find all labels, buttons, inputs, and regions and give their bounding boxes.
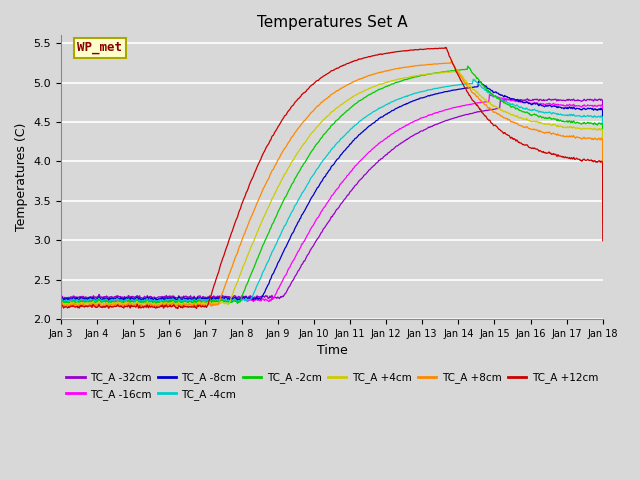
TC_A -16cm <box>530 100 538 106</box>
TC_A +12cm <box>530 145 538 151</box>
TC_A +12cm <box>289 103 296 108</box>
TC_A -4cm <box>289 208 296 214</box>
Text: WP_met: WP_met <box>77 41 122 54</box>
TC_A -32cm <box>265 295 273 301</box>
TC_A +12cm <box>119 304 127 310</box>
TC_A +8cm <box>530 126 538 132</box>
TC_A +4cm <box>151 301 159 307</box>
TC_A -16cm <box>289 259 296 265</box>
TC_A +8cm <box>588 136 596 142</box>
Line: TC_A -4cm: TC_A -4cm <box>61 79 603 388</box>
TC_A -8cm <box>530 101 538 107</box>
TC_A -16cm <box>588 102 596 108</box>
TC_A -4cm <box>469 76 477 82</box>
TC_A -16cm <box>119 298 127 304</box>
TC_A +4cm <box>453 66 461 72</box>
TC_A +4cm <box>530 119 538 124</box>
TC_A +4cm <box>119 300 127 306</box>
TC_A +12cm <box>442 45 450 50</box>
TC_A +4cm <box>599 214 607 219</box>
TC_A -8cm <box>599 199 607 204</box>
TC_A +8cm <box>265 176 273 181</box>
TC_A -8cm <box>151 296 159 301</box>
TC_A -8cm <box>265 281 273 287</box>
TC_A -8cm <box>57 384 65 390</box>
TC_A -2cm <box>151 299 159 305</box>
TC_A -2cm <box>119 299 127 305</box>
TC_A -16cm <box>486 92 493 97</box>
TC_A -32cm <box>588 97 596 103</box>
TC_A +12cm <box>599 238 607 244</box>
Line: TC_A +8cm: TC_A +8cm <box>61 60 603 390</box>
TC_A -16cm <box>151 298 159 304</box>
TC_A +12cm <box>588 158 596 164</box>
TC_A -32cm <box>530 97 538 103</box>
TC_A +12cm <box>265 141 273 146</box>
Line: TC_A -2cm: TC_A -2cm <box>61 66 603 389</box>
TC_A -32cm <box>599 192 607 197</box>
TC_A -32cm <box>57 384 65 390</box>
TC_A +12cm <box>57 389 65 395</box>
TC_A -4cm <box>119 298 127 303</box>
TC_A -2cm <box>588 120 596 126</box>
TC_A -32cm <box>524 96 531 102</box>
TC_A -8cm <box>588 106 596 111</box>
TC_A +8cm <box>119 301 127 307</box>
TC_A -4cm <box>265 257 273 263</box>
TC_A -2cm <box>599 210 607 216</box>
TC_A -4cm <box>151 298 159 303</box>
TC_A -4cm <box>588 114 596 120</box>
TC_A -32cm <box>119 294 127 300</box>
TC_A -2cm <box>464 63 472 69</box>
Line: TC_A +12cm: TC_A +12cm <box>61 48 603 392</box>
TC_A -2cm <box>530 111 538 117</box>
TC_A +4cm <box>289 158 296 164</box>
TC_A -8cm <box>119 296 127 301</box>
TC_A -8cm <box>475 78 483 84</box>
TC_A -4cm <box>57 385 65 391</box>
TC_A +12cm <box>151 305 159 311</box>
Line: TC_A +4cm: TC_A +4cm <box>61 69 603 390</box>
TC_A +4cm <box>588 126 596 132</box>
TC_A +4cm <box>57 387 65 393</box>
TC_A +8cm <box>599 221 607 227</box>
TC_A +8cm <box>57 387 65 393</box>
TC_A -2cm <box>265 230 273 236</box>
TC_A -8cm <box>289 230 296 236</box>
TC_A -16cm <box>265 299 273 304</box>
Legend: TC_A -32cm, TC_A -16cm, TC_A -8cm, TC_A -4cm, TC_A -2cm, TC_A +4cm, TC_A +8cm, T: TC_A -32cm, TC_A -16cm, TC_A -8cm, TC_A … <box>61 368 602 404</box>
TC_A -4cm <box>599 204 607 210</box>
X-axis label: Time: Time <box>317 345 348 358</box>
Line: TC_A -16cm: TC_A -16cm <box>61 95 603 388</box>
TC_A +4cm <box>265 204 273 210</box>
Line: TC_A -8cm: TC_A -8cm <box>61 81 603 387</box>
TC_A -16cm <box>57 385 65 391</box>
Title: Temperatures Set A: Temperatures Set A <box>257 15 407 30</box>
Line: TC_A -32cm: TC_A -32cm <box>61 99 603 387</box>
TC_A -2cm <box>57 386 65 392</box>
TC_A -16cm <box>599 196 607 202</box>
TC_A +8cm <box>448 58 456 63</box>
TC_A -2cm <box>289 180 296 186</box>
TC_A -32cm <box>289 278 296 284</box>
Y-axis label: Temperatures (C): Temperatures (C) <box>15 123 28 231</box>
TC_A -4cm <box>530 107 538 112</box>
TC_A +8cm <box>151 302 159 308</box>
TC_A -32cm <box>151 295 159 301</box>
TC_A +8cm <box>289 133 296 139</box>
